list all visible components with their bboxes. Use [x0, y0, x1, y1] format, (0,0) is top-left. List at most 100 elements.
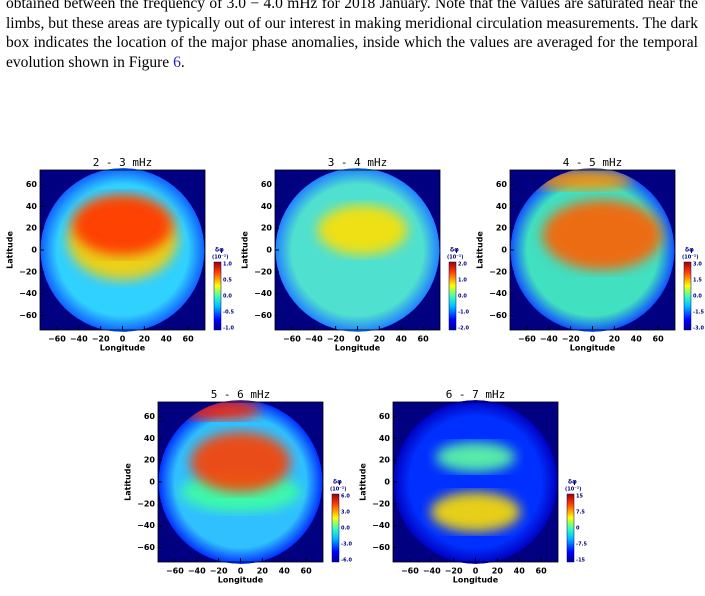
x-tick-label: 40 — [161, 335, 173, 344]
colorbar-tick-label: 0.0 — [341, 526, 350, 532]
colorbar-tick-label: 2.0 — [458, 262, 467, 268]
y-axis-label: Latitude — [359, 463, 368, 501]
y-tick-label: 0 — [149, 478, 155, 487]
colorbar-tick-label: -2.0 — [458, 326, 469, 332]
y-tick-label: 40 — [496, 202, 508, 211]
colorbar-tick-label: -3.0 — [341, 542, 352, 548]
colorbar-symbol: δφ — [450, 247, 459, 254]
anomaly — [542, 200, 663, 270]
colorbar-tick-label: 0.0 — [693, 294, 702, 300]
disk-map — [275, 168, 440, 332]
x-tick-label: 20 — [139, 335, 151, 344]
x-tick-label: −60 — [283, 335, 301, 344]
x-tick-label: −20 — [445, 567, 463, 576]
x-tick-label: −20 — [327, 335, 345, 344]
colorbar-symbol: δφ — [215, 247, 224, 254]
x-tick-label: 60 — [536, 567, 548, 576]
anomaly — [435, 442, 516, 472]
colorbar-tick-label: 3.0 — [693, 262, 702, 268]
x-axis-label: Longitude — [100, 344, 146, 353]
x-tick-label: 40 — [514, 567, 526, 576]
x-axis-label: Longitude — [453, 576, 499, 585]
x-tick-label: 60 — [183, 335, 195, 344]
x-tick-label: −20 — [210, 567, 228, 576]
colorbar — [448, 261, 457, 331]
panel: 3 - 4 mHz −60 −40 −20 0 20 40 60 60 40 20 0 −20 −40 −6… — [241, 156, 470, 353]
colorbar-tick-label: -3.0 — [693, 326, 704, 332]
panel-title: 2 - 3 mHz — [93, 156, 153, 169]
y-tick-label: 60 — [379, 412, 391, 421]
x-tick-label: −40 — [70, 335, 88, 344]
y-tick-label: 20 — [496, 224, 508, 233]
x-tick-label: −60 — [401, 567, 419, 576]
y-tick-label: 60 — [26, 180, 38, 189]
anomaly — [430, 492, 521, 532]
colorbar-tick-label: 0 — [576, 526, 580, 532]
y-tick-label: 60 — [144, 412, 156, 421]
colorbar-tick-label: -1.0 — [223, 326, 234, 332]
colorbar-tick-label: -1.5 — [693, 310, 704, 316]
y-tick-label: −20 — [137, 499, 155, 508]
y-tick-label: −40 — [137, 521, 155, 530]
panel: 5 - 6 mHz −60 −40 −20 0 20 40 60 60 40 20 0 −20 −40 −6… — [124, 388, 353, 585]
panel-title: 5 - 6 mHz — [211, 388, 271, 401]
x-tick-label: 0 — [120, 335, 126, 344]
panel-title: 6 - 7 mHz — [446, 388, 506, 401]
disk-map — [510, 168, 675, 332]
x-tick-label: −60 — [48, 335, 66, 344]
x-tick-label: −40 — [423, 567, 441, 576]
colorbar-tick-label: 0.0 — [458, 294, 467, 300]
figure-link[interactable]: 6 — [173, 53, 181, 71]
y-tick-label: −20 — [19, 267, 37, 276]
anomaly — [317, 205, 408, 255]
colorbar-symbol: δφ — [685, 247, 694, 254]
paragraph-text: obtained between the frequency of 3.0 − … — [6, 0, 698, 71]
colorbar-tick-label: -15 — [576, 558, 586, 564]
x-tick-label: −60 — [166, 567, 184, 576]
y-axis-label: Latitude — [241, 231, 250, 269]
panel-title: 3 - 4 mHz — [328, 156, 388, 169]
x-tick-label: 60 — [653, 335, 665, 344]
y-tick-label: 0 — [384, 478, 390, 487]
colorbar-tick-label: -7.5 — [576, 542, 587, 548]
x-tick-label: 20 — [374, 335, 386, 344]
colorbar-tick-label: 15 — [576, 494, 583, 500]
y-axis-label: Latitude — [124, 463, 133, 501]
colorbar-unit: (10⁻²) — [212, 255, 228, 261]
disk-map — [158, 400, 323, 564]
x-tick-label: 40 — [279, 567, 291, 576]
y-tick-label: −60 — [489, 311, 507, 320]
colorbar-unit: (10⁻²) — [682, 255, 698, 261]
x-tick-label: 20 — [257, 567, 269, 576]
colorbar — [566, 493, 575, 563]
x-tick-label: 0 — [355, 335, 361, 344]
colorbar-tick-label: 6.0 — [341, 494, 350, 500]
y-tick-label: 40 — [379, 434, 391, 443]
x-tick-label: −40 — [188, 567, 206, 576]
paragraph: obtained between the frequency of 3.0 − … — [6, 0, 698, 72]
x-tick-label: 0 — [238, 567, 244, 576]
colorbar-tick-label: 0.5 — [223, 278, 232, 284]
y-tick-label: 20 — [261, 224, 273, 233]
x-axis-label: Longitude — [335, 344, 381, 353]
x-tick-label: −60 — [518, 335, 536, 344]
x-tick-label: 60 — [418, 335, 430, 344]
y-tick-label: 0 — [266, 246, 272, 255]
colorbar-tick-label: -1.0 — [458, 310, 469, 316]
colorbar — [683, 261, 692, 331]
y-tick-label: 20 — [144, 456, 156, 465]
x-tick-label: 0 — [590, 335, 596, 344]
paragraph-end: . — [180, 53, 185, 71]
x-tick-label: 20 — [492, 567, 504, 576]
y-tick-label: 60 — [261, 180, 273, 189]
y-tick-label: −60 — [137, 543, 155, 552]
y-tick-label: 40 — [26, 202, 38, 211]
colorbar-tick-label: 1.0 — [458, 278, 467, 284]
y-tick-label: 0 — [31, 246, 37, 255]
colorbar-tick-label: 1.5 — [693, 278, 702, 284]
disk — [393, 400, 558, 564]
colorbar-tick-label: 7.5 — [576, 510, 585, 516]
y-axis-label: Latitude — [476, 231, 485, 269]
